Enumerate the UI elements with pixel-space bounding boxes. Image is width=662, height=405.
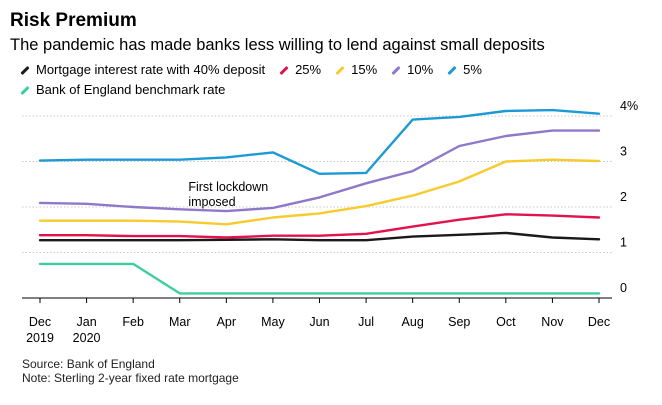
x-tick-label: Feb <box>122 315 144 329</box>
y-tick-label: 0 <box>620 281 627 295</box>
legend-item-10pct: 10% <box>391 60 433 80</box>
y-tick-label: 2 <box>620 190 627 204</box>
source-note: Source: Bank of England <box>22 357 155 371</box>
legend-label-5pct: 5% <box>463 62 482 77</box>
legend-item-5pct: 5% <box>447 60 482 80</box>
x-tick-label: Mar <box>169 315 191 329</box>
x-tick-label: May <box>261 315 285 329</box>
legend-row: Bank of England benchmark rate <box>20 80 620 100</box>
x-tick-label: Sep <box>448 315 470 329</box>
chart-title: Risk Premium <box>10 10 137 31</box>
legend-label-boe: Bank of England benchmark rate <box>36 82 226 97</box>
x-tick-label: Jul <box>358 315 374 329</box>
x-tick-label: Nov <box>541 315 564 329</box>
y-tick-label: 4% <box>620 99 638 113</box>
x-tick-label: Aug <box>402 315 424 329</box>
chart-subtitle: The pandemic has made banks less willing… <box>10 36 545 54</box>
x-tick-label: Dec <box>29 315 51 329</box>
series-line-25 <box>38 213 601 239</box>
legend-item-boe: Bank of England benchmark rate <box>20 80 225 100</box>
series-line-5 <box>38 108 601 176</box>
series-line-15 <box>38 158 601 226</box>
legend-item-15pct: 15% <box>335 60 377 80</box>
legend-label-40pct: Mortgage interest rate with 40% deposit <box>36 62 266 77</box>
x-tick-label: 2019 <box>26 331 54 345</box>
legend-label-10pct: 10% <box>407 62 434 77</box>
x-tick-label: Dec <box>588 315 610 329</box>
legend-item-40pct: Mortgage interest rate with 40% deposit <box>20 60 265 80</box>
annotation-label: First lockdown <box>188 180 268 194</box>
x-tick-label: Jun <box>309 315 329 329</box>
y-tick-label: 1 <box>620 236 627 250</box>
legend-label-15pct: 15% <box>351 62 378 77</box>
annotation-label: imposed <box>188 195 235 209</box>
legend-label-25pct: 25% <box>295 62 322 77</box>
x-tick-label: 2020 <box>73 331 101 345</box>
x-tick-label: Oct <box>496 315 516 329</box>
footnote: Note: Sterling 2-year fixed rate mortgag… <box>22 371 239 385</box>
x-tick-label: Apr <box>217 315 236 329</box>
legend-row: Mortgage interest rate with 40% deposit … <box>20 60 620 80</box>
series-line-mortgage-interest-rate-with-40-deposit <box>38 231 601 242</box>
legend-item-25pct: 25% <box>279 60 321 80</box>
series-line-bank-of-england-benchmark-rate <box>38 262 601 295</box>
series-line-10 <box>38 129 601 213</box>
legend: Mortgage interest rate with 40% deposit … <box>20 60 620 100</box>
x-tick-label: Jan <box>77 315 97 329</box>
y-tick-label: 3 <box>620 145 627 159</box>
